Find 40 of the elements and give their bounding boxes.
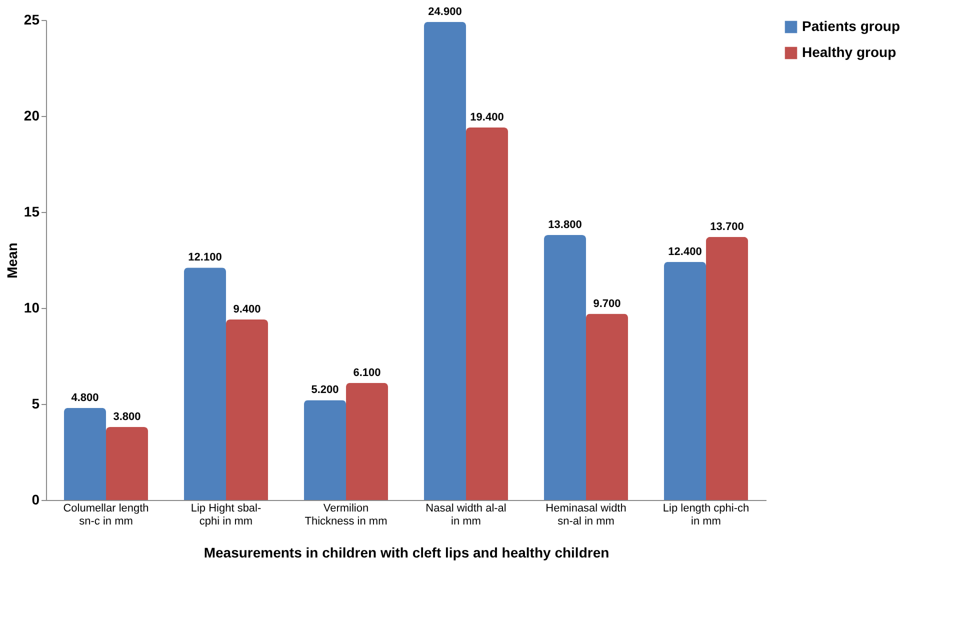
bar: [706, 236, 748, 500]
data-label: 9.400: [233, 304, 261, 316]
data-label: 6.100: [353, 366, 381, 379]
bar: [226, 320, 268, 500]
data-label: 24.900: [428, 6, 462, 18]
data-label: 3.800: [113, 411, 141, 424]
bar: [304, 400, 346, 500]
y-tick-label: 15: [24, 204, 40, 220]
x-tick-label: Lip Hight sbal-cphi in mm: [190, 502, 262, 528]
x-axis-title: Measurements in children with cleft lips and healthy children: [204, 544, 610, 560]
data-label: 13.800: [548, 219, 582, 232]
bar: [346, 382, 388, 500]
bar: [466, 128, 508, 500]
bar: [586, 314, 628, 500]
bar: [544, 235, 586, 500]
y-axis-title: Mean: [4, 242, 20, 278]
data-label: 9.700: [593, 298, 621, 310]
x-tick-label: Lip length cphi-ch in mm: [662, 502, 750, 528]
y-tick-label: 20: [24, 108, 40, 124]
y-tick-label: 25: [24, 12, 40, 28]
x-tick-label: Columellar length sn-c in mm: [63, 502, 149, 528]
y-tick-label: 10: [24, 300, 40, 316]
bar: [106, 427, 148, 500]
bar: [664, 262, 706, 500]
y-tick-label: 5: [32, 396, 40, 412]
bar: [64, 408, 106, 500]
x-tick-label: Vermilion Thickness in mm: [304, 502, 388, 528]
x-tick-label: Heminasal width sn-al in mm: [546, 502, 626, 528]
data-label: 5.200: [311, 384, 339, 396]
legend-label: Healthy group: [802, 44, 896, 60]
legend-label: Patients group: [802, 18, 900, 34]
y-tick-label: 0: [32, 492, 40, 508]
data-label: 12.400: [668, 246, 702, 258]
bar: [424, 22, 466, 500]
bar: [184, 268, 226, 500]
data-label: 19.400: [470, 112, 504, 124]
x-tick-label: Nasal width al-al in mm: [426, 502, 506, 528]
data-label: 13.700: [710, 220, 744, 233]
data-label: 12.100: [188, 252, 222, 264]
data-label: 4.800: [71, 392, 99, 404]
